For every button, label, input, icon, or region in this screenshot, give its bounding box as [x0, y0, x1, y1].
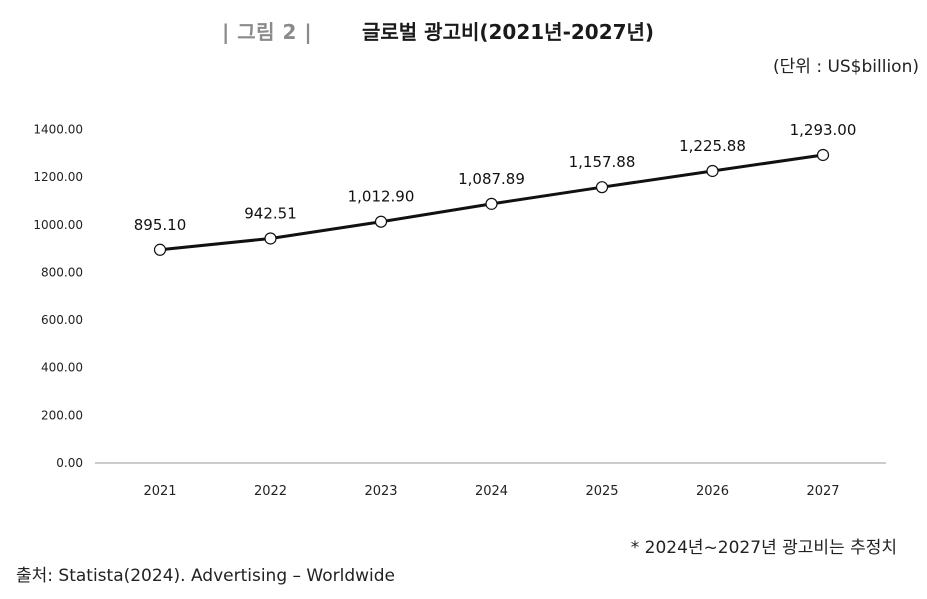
x-tick-label: 2025 — [585, 484, 618, 499]
y-tick-label: 1000.00 — [33, 218, 83, 232]
figure-label: | 그림 2 | — [222, 20, 313, 44]
data-label: 895.10 — [134, 216, 187, 234]
data-point — [816, 148, 830, 162]
data-label: 1,293.00 — [790, 121, 857, 139]
y-tick-label: 600.00 — [41, 313, 83, 327]
source-citation: 출처: Statista(2024). Advertising – Worldw… — [16, 566, 396, 586]
data-label: 942.51 — [244, 204, 297, 222]
x-tick-label: 2022 — [254, 484, 287, 499]
y-tick-label: 800.00 — [41, 265, 83, 279]
data-label: 1,225.88 — [679, 137, 746, 155]
data-point — [595, 181, 609, 194]
y-tick-label: 400.00 — [41, 361, 83, 375]
data-label: 1,157.88 — [569, 153, 636, 171]
x-tick-label: 2024 — [475, 484, 508, 499]
y-tick-label: 200.00 — [41, 408, 83, 422]
data-point — [706, 164, 719, 178]
y-tick-label: 0.00 — [56, 456, 83, 470]
line-chart: 0.00 200.00 400.00 600.00 800.00 1000.00 1200.… — [33, 121, 886, 499]
data-point — [374, 215, 388, 228]
y-tick-label: 1400.00 — [33, 123, 83, 137]
unit-label: (단위 : US$billion) — [773, 57, 919, 77]
data-point — [264, 232, 277, 245]
data-label: 1,087.89 — [458, 170, 525, 188]
x-tick-label: 2023 — [364, 484, 397, 499]
x-tick-label: 2026 — [696, 484, 729, 499]
data-point — [153, 243, 167, 256]
chart-title: 글로벌 광고비(2021년-2027년) — [362, 20, 655, 44]
x-tick-label: 2021 — [143, 484, 176, 499]
x-tick-label: 2027 — [806, 484, 839, 499]
data-label: 1,012.90 — [348, 188, 415, 206]
y-tick-label: 1200.00 — [33, 170, 83, 184]
data-point — [485, 197, 498, 210]
estimate-note: * 2024년~2027년 광고비는 추정치 — [630, 538, 897, 558]
